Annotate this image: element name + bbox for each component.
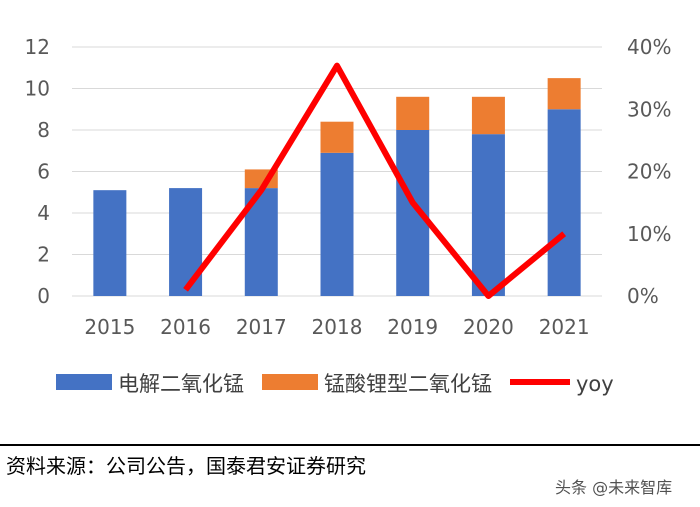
x-tick-label: 2018 (312, 315, 363, 339)
x-tick-label: 2015 (84, 315, 135, 339)
y-tick-label: 0 (37, 284, 50, 308)
x-tick-label: 2020 (463, 315, 514, 339)
legend-swatch (56, 374, 112, 390)
right-axis-ticks: 0% 10% 20% 30% 40% (627, 35, 671, 308)
x-axis-ticks: 2015 2016 2017 2018 2019 2020 2021 (84, 315, 589, 339)
bar-segment (396, 96, 430, 130)
bar-segment (320, 152, 354, 296)
x-tick-label: 2016 (160, 315, 211, 339)
yoy-polyline (183, 62, 567, 299)
x-tick-label: 2021 (539, 315, 590, 339)
yoy-line (183, 62, 567, 299)
watermark: 头条 @未来智库 (555, 478, 673, 497)
y2-tick-label: 40% (627, 35, 671, 59)
legend-swatch (262, 374, 318, 390)
bar-segment (547, 109, 581, 296)
y-tick-label: 6 (37, 160, 50, 184)
y-tick-label: 2 (37, 243, 50, 267)
y-tick-label: 8 (37, 118, 50, 142)
legend-label: 电解二氧化锰 (118, 372, 244, 396)
left-axis-ticks: 0 2 4 6 8 10 12 (25, 35, 50, 308)
legend: 电解二氧化锰 锰酸锂型二氧化锰 yoy (56, 372, 614, 396)
y-tick-label: 10 (25, 77, 50, 101)
bars (93, 78, 581, 296)
bar-segment (93, 190, 127, 296)
legend-label: yoy (576, 372, 614, 396)
x-tick-label: 2017 (236, 315, 287, 339)
legend-label: 锰酸锂型二氧化锰 (324, 372, 492, 396)
y2-tick-label: 10% (627, 222, 671, 246)
y2-tick-label: 30% (627, 97, 671, 121)
bar-segment (471, 134, 505, 296)
bar-segment (547, 78, 581, 110)
y-tick-label: 12 (25, 35, 50, 59)
y-tick-label: 4 (37, 201, 50, 225)
y2-tick-label: 0% (627, 284, 659, 308)
y2-tick-label: 20% (627, 160, 671, 184)
footer-divider (0, 444, 700, 446)
x-tick-label: 2019 (387, 315, 438, 339)
source-note: 资料来源：公司公告，国泰君安证券研究 (6, 454, 366, 478)
bar-segment (169, 188, 203, 296)
bar-segment (471, 96, 505, 135)
bar-segment (320, 121, 354, 153)
